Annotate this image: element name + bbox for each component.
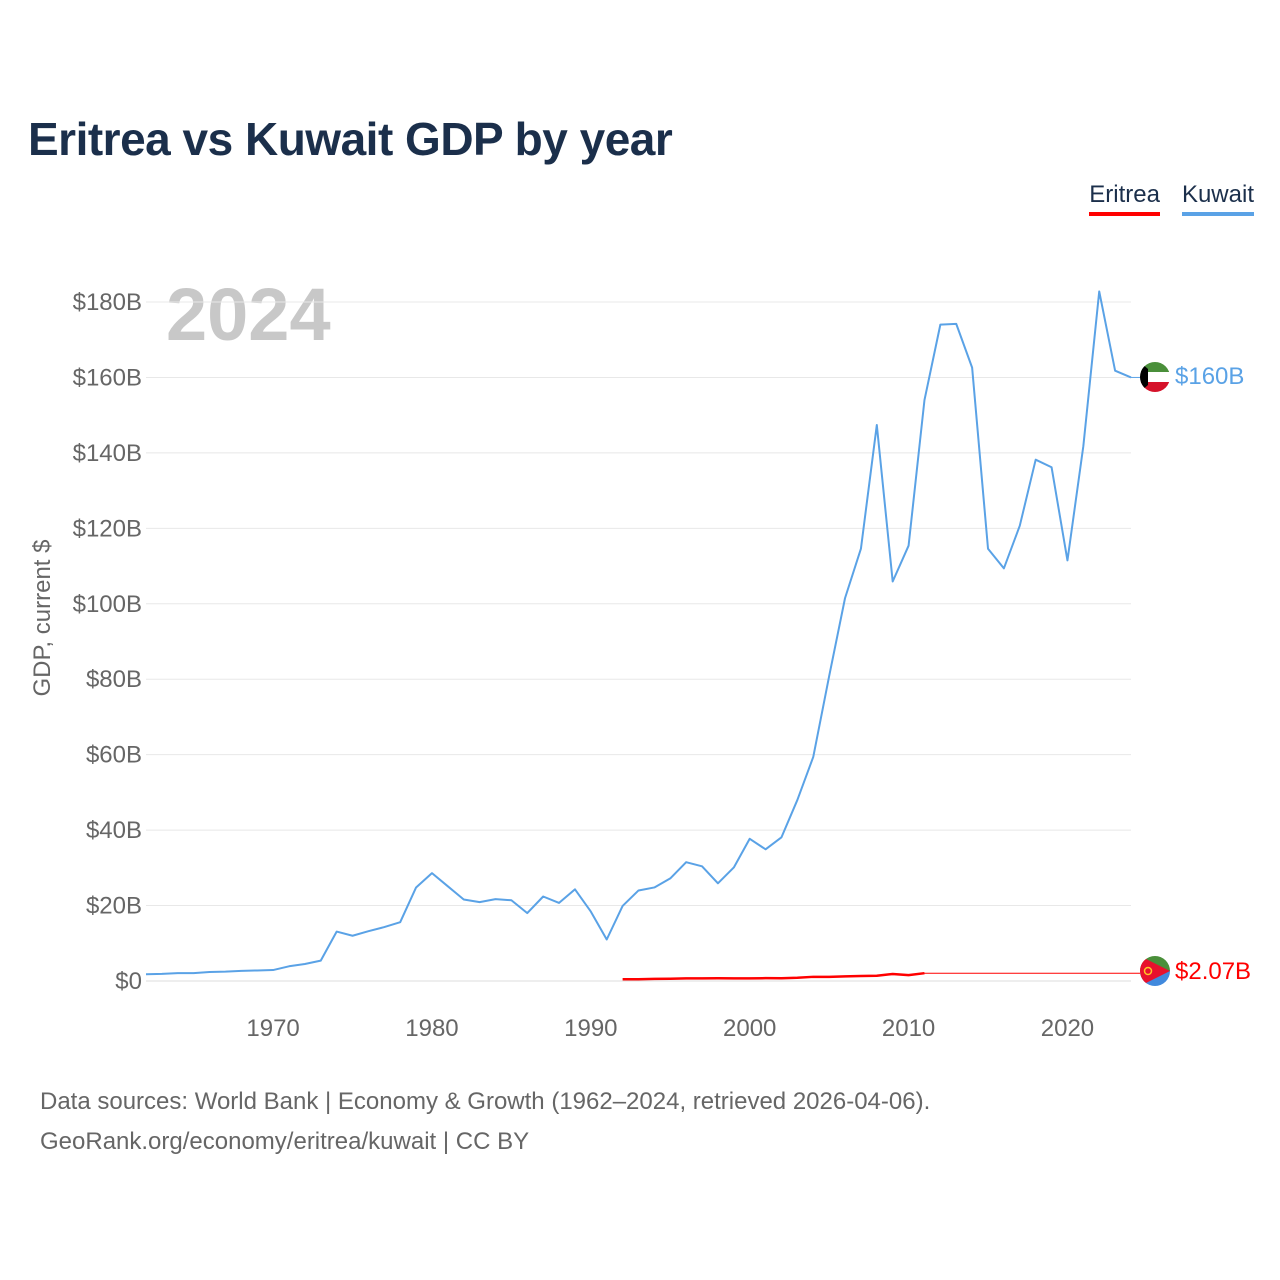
y-tick-label: $100B: [73, 591, 142, 618]
y-tick-label: $80B: [86, 666, 142, 693]
data-sources-text: Data sources: World Bank | Economy & Gro…: [40, 1088, 931, 1115]
x-tick-label: 1970: [246, 1015, 299, 1042]
x-tick-label: 1990: [564, 1015, 617, 1042]
series-line-kuwait: [145, 290, 1132, 976]
y-axis-ticks: $0 $20B $40B $60B $80B $100B $120B $140B $160B $1…: [73, 289, 142, 995]
footer: Data sources: World Bank | Economy & Gro…: [40, 1082, 930, 1162]
eritrea-end-label: $2.07B: [1175, 958, 1251, 985]
y-axis-label: GDP, current $: [29, 540, 56, 697]
grid-lines: [146, 301, 1131, 982]
x-tick-label: 2000: [723, 1015, 776, 1042]
series-lines: [145, 290, 1140, 981]
y-tick-label: $40B: [86, 817, 142, 844]
y-tick-label: $60B: [86, 742, 142, 769]
y-tick-label: $180B: [73, 289, 142, 316]
x-axis-ticks: 1970 1980 1990 2000 2010 2020: [246, 1015, 1094, 1042]
legend: Eritrea Kuwait: [1089, 181, 1254, 216]
y-tick-label: $120B: [73, 515, 142, 542]
x-tick-label: 1980: [405, 1015, 458, 1042]
series-line-eritrea: [622, 971, 925, 981]
legend-item-eritrea[interactable]: Eritrea: [1089, 181, 1160, 216]
source-url-text[interactable]: GeoRank.org/economy/eritrea/kuwait | CC …: [40, 1128, 530, 1155]
x-tick-label: 2020: [1041, 1015, 1094, 1042]
y-tick-label: $0: [115, 968, 142, 995]
y-tick-label: $20B: [86, 893, 142, 920]
x-tick-label: 2010: [882, 1015, 935, 1042]
y-tick-label: $140B: [73, 440, 142, 467]
chart-title: Eritrea vs Kuwait GDP by year: [28, 113, 673, 165]
year-watermark: 2024: [166, 273, 331, 356]
y-tick-label: $160B: [73, 364, 142, 391]
legend-item-kuwait[interactable]: Kuwait: [1181, 181, 1254, 216]
kuwait-end-label: $160B: [1175, 363, 1244, 390]
gdp-line-chart: 2024 GDP, current $ $0 $20B $40B $60B $80B $1…: [29, 273, 1251, 1042]
eritrea-flag-icon: [1140, 956, 1170, 986]
kuwait-flag-icon: [1140, 362, 1170, 392]
